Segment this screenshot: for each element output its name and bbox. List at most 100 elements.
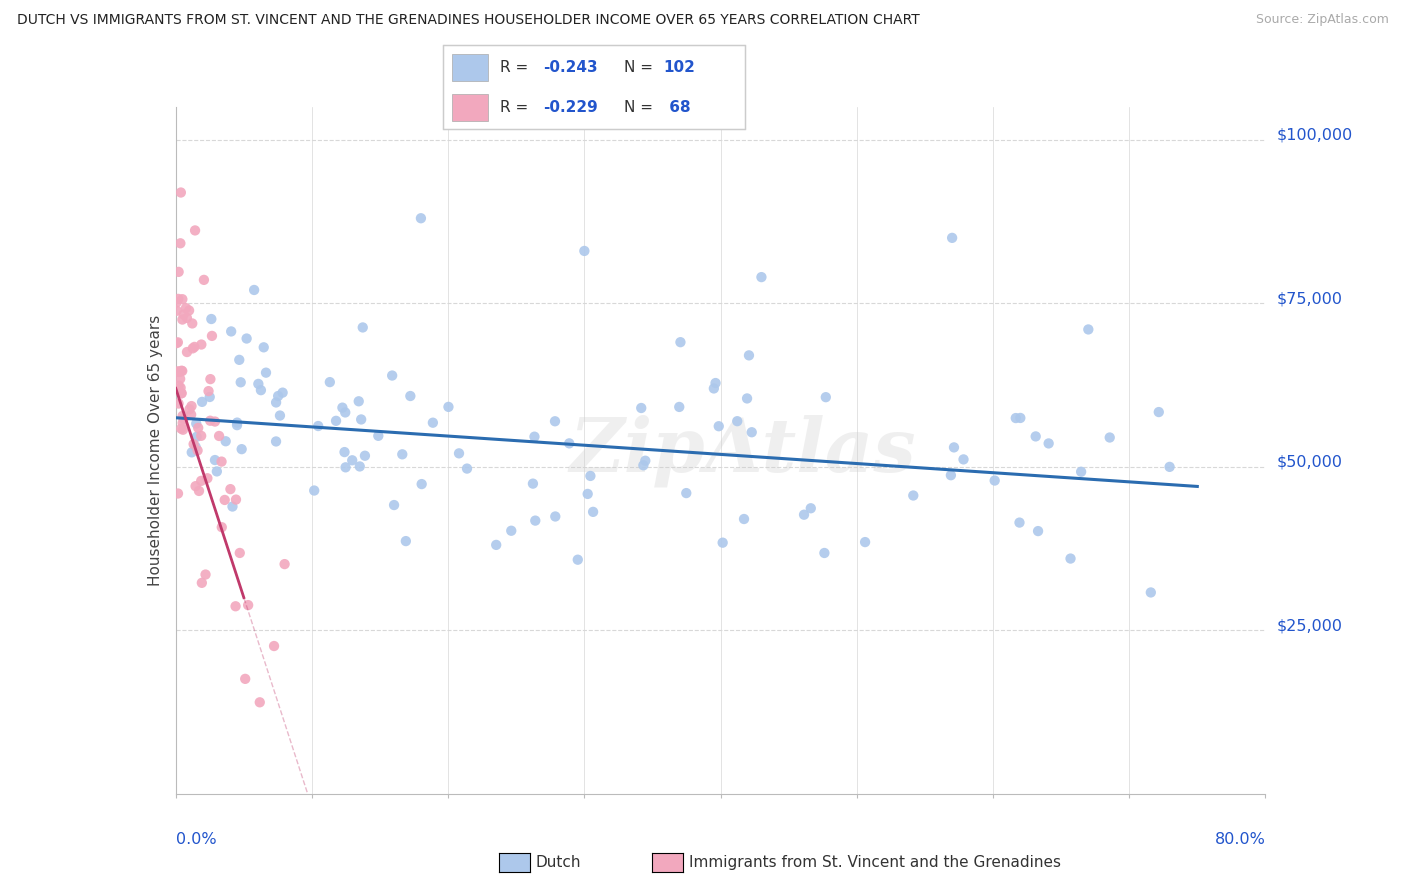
Point [181, 317, 204, 331]
Point [172, 364, 194, 378]
Point [522, 476, 544, 491]
Point [167, 365, 190, 379]
Point [574, 244, 596, 258]
Point [738, 348, 761, 362]
Point [579, 469, 602, 483]
Point [391, 447, 413, 461]
Point [1008, 516, 1031, 530]
Point [1077, 322, 1099, 336]
Text: 0.0%: 0.0% [176, 831, 217, 847]
Point [236, 598, 259, 612]
Point [523, 430, 546, 444]
Point [200, 312, 222, 326]
Point [228, 352, 250, 367]
Point [225, 599, 247, 614]
Point [567, 552, 589, 566]
Point [814, 390, 837, 404]
Point [1026, 524, 1049, 538]
Point [367, 429, 389, 443]
Y-axis label: Householder Income Over 65 years: Householder Income Over 65 years [148, 315, 163, 586]
Point [172, 412, 194, 426]
Point [264, 395, 287, 409]
Point [169, 372, 191, 386]
Point [187, 443, 209, 458]
Point [183, 340, 205, 354]
Point [630, 401, 652, 415]
Point [273, 557, 295, 571]
Text: R =: R = [501, 60, 533, 75]
Point [437, 400, 460, 414]
Point [172, 292, 194, 306]
Point [187, 421, 209, 435]
Text: 80.0%: 80.0% [1215, 831, 1265, 847]
Point [307, 419, 329, 434]
Point [302, 483, 325, 498]
Point [170, 364, 193, 378]
Text: 68: 68 [664, 100, 690, 115]
Text: $75,000: $75,000 [1277, 292, 1343, 306]
Point [167, 335, 190, 350]
Point [342, 453, 364, 467]
Text: -0.229: -0.229 [543, 100, 598, 115]
Point [1059, 551, 1081, 566]
Text: -0.243: -0.243 [543, 60, 598, 75]
Point [941, 231, 963, 245]
Point [704, 376, 727, 390]
Point [221, 500, 243, 514]
Point [169, 236, 191, 251]
Point [208, 429, 231, 443]
Point [204, 415, 226, 429]
Point [170, 186, 193, 200]
Text: $100,000: $100,000 [1277, 128, 1353, 143]
Point [249, 695, 271, 709]
Point [800, 501, 823, 516]
Text: 102: 102 [664, 60, 696, 75]
Point [703, 381, 725, 395]
Point [184, 223, 207, 237]
Point [264, 434, 287, 449]
Point [350, 412, 373, 426]
Point [1025, 429, 1047, 443]
Point [176, 310, 198, 325]
Point [193, 273, 215, 287]
Point [201, 329, 224, 343]
Point [197, 384, 219, 398]
Point [186, 417, 208, 431]
Point [166, 295, 188, 310]
Point [332, 401, 354, 415]
Point [205, 464, 228, 478]
Text: Dutch: Dutch [536, 855, 581, 870]
Point [167, 396, 190, 410]
Point [544, 414, 567, 428]
Point [214, 492, 236, 507]
Point [576, 487, 599, 501]
Text: N =: N = [624, 60, 658, 75]
Point [180, 408, 202, 422]
Point [184, 479, 207, 493]
Point [269, 409, 291, 423]
Point [633, 458, 655, 473]
Point [733, 512, 755, 526]
Point [225, 492, 247, 507]
Point [1140, 585, 1163, 599]
Point [190, 337, 212, 351]
Point [172, 416, 194, 430]
Point [668, 400, 690, 414]
Point [167, 265, 190, 279]
Point [167, 378, 190, 392]
Point [177, 303, 200, 318]
Point [181, 342, 204, 356]
Point [1147, 405, 1170, 419]
Point [200, 372, 222, 386]
Point [411, 477, 433, 491]
Point [215, 434, 238, 449]
Point [190, 474, 212, 488]
Point [169, 381, 191, 395]
Point [501, 524, 523, 538]
Point [381, 368, 404, 383]
Point [167, 292, 190, 306]
Point [243, 283, 266, 297]
Point [582, 505, 605, 519]
Point [184, 440, 207, 454]
Point [422, 416, 444, 430]
